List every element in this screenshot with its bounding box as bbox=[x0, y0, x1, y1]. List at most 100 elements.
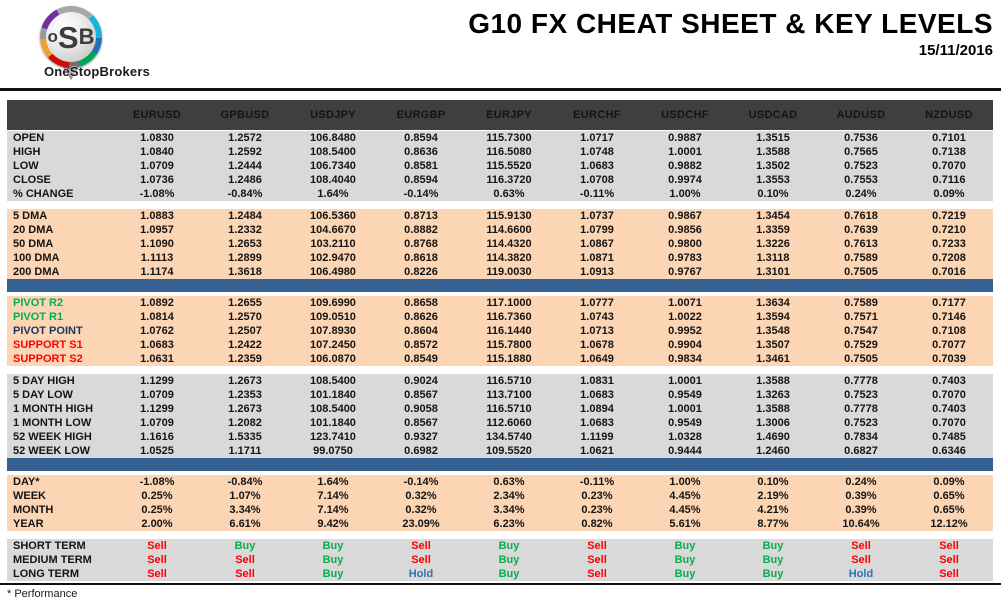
footer: * Performance bbox=[0, 583, 1001, 600]
table-cell: 1.0001 bbox=[668, 146, 702, 158]
table-cell: 1.2899 bbox=[228, 252, 262, 264]
table-cell: 7.14% bbox=[317, 490, 349, 502]
table-cell: 0.9767 bbox=[668, 266, 702, 278]
table-cell: 1.0525 bbox=[140, 445, 174, 457]
table-cell: 1.3553 bbox=[756, 174, 790, 186]
table-cell: 0.8713 bbox=[404, 210, 438, 222]
row-label: SHORT TERM bbox=[13, 540, 86, 552]
table-row: PIVOT R1 1.0814 1.2570 109.0510 0.8626 116.73… bbox=[7, 310, 993, 324]
table-cell: 0.9882 bbox=[668, 160, 702, 172]
table-cell: 106.0870 bbox=[310, 353, 356, 365]
column-header: GPBUSD bbox=[220, 109, 270, 121]
table-cell: 0.7233 bbox=[932, 238, 966, 250]
table-cell: 0.7177 bbox=[932, 297, 966, 309]
table-cell: 1.0328 bbox=[668, 431, 702, 443]
table-cell: 0.8604 bbox=[404, 325, 438, 337]
table-cell: 0.7146 bbox=[932, 311, 966, 323]
table-cell: 106.7340 bbox=[310, 160, 356, 172]
row-label: 52 WEEK HIGH bbox=[13, 431, 92, 443]
table-cell: Hold bbox=[408, 568, 434, 580]
table-cell: 134.5740 bbox=[486, 431, 532, 443]
table-cell: 103.2110 bbox=[310, 238, 356, 250]
table-cell: 0.7505 bbox=[844, 266, 878, 278]
table-row: PIVOT POINT 1.0762 1.2507 107.8930 0.8604 116… bbox=[7, 324, 993, 338]
table-cell: 1.2484 bbox=[228, 210, 262, 222]
table-cell: 1.0709 bbox=[140, 417, 174, 429]
table-cell: 1.2572 bbox=[228, 132, 262, 144]
table-cell: 115.7300 bbox=[486, 132, 532, 144]
table-cell: 1.2422 bbox=[228, 339, 262, 351]
table-cell: 0.09% bbox=[933, 188, 965, 200]
table-cell: 0.9549 bbox=[668, 417, 702, 429]
row-label: PIVOT R2 bbox=[13, 297, 64, 309]
row-label: SUPPORT S2 bbox=[13, 353, 83, 365]
table-cell: 0.7070 bbox=[932, 417, 966, 429]
row-label: LOW bbox=[13, 160, 39, 172]
table-cell: -0.11% bbox=[579, 188, 615, 200]
table-row: 100 DMA 1.1113 1.2899 102.9470 0.8618 114.382… bbox=[7, 251, 993, 265]
table-cell: 5.61% bbox=[669, 518, 701, 530]
table-cell: 99.0750 bbox=[313, 445, 353, 457]
table-cell: 1.1199 bbox=[580, 431, 614, 443]
table-cell: 113.7100 bbox=[486, 389, 532, 401]
table-cell: 7.14% bbox=[317, 504, 349, 516]
table-cell: 0.8626 bbox=[404, 311, 438, 323]
table-cell: 0.8581 bbox=[404, 160, 438, 172]
table-cell: 1.2486 bbox=[228, 174, 262, 186]
row-label: MEDIUM TERM bbox=[13, 554, 92, 566]
table-cell: 107.8930 bbox=[310, 325, 356, 337]
table-cell: 0.7039 bbox=[932, 353, 966, 365]
table-cell: 1.3588 bbox=[756, 146, 790, 158]
table-cell: 0.8658 bbox=[404, 297, 438, 309]
row-label: 200 DMA bbox=[13, 266, 60, 278]
table-cell: Buy bbox=[674, 568, 696, 580]
table-cell: Buy bbox=[498, 554, 520, 566]
table-cell: 1.0799 bbox=[580, 224, 614, 236]
header-spacer bbox=[7, 100, 113, 130]
table-cell: 1.0001 bbox=[668, 403, 702, 415]
table-cell: 1.1113 bbox=[140, 252, 174, 264]
table-cell: 0.09% bbox=[933, 476, 965, 488]
table-row: 5 DAY LOW 1.0709 1.2353 101.1840 0.8567 113.7… bbox=[7, 388, 993, 402]
table-cell: 1.0762 bbox=[140, 325, 174, 337]
row-label: CLOSE bbox=[13, 174, 51, 186]
table-cell: 0.8567 bbox=[404, 389, 438, 401]
table-cell: -0.84% bbox=[227, 476, 263, 488]
table-row: OPEN 1.0830 1.2572 106.8480 0.8594 115.7300 1.… bbox=[7, 131, 993, 145]
table-cell: 1.64% bbox=[317, 476, 349, 488]
column-header: EURGBP bbox=[396, 109, 446, 121]
row-label: 52 WEEK LOW bbox=[13, 445, 91, 457]
table-cell: 0.9974 bbox=[668, 174, 702, 186]
table-cell: 1.3006 bbox=[756, 417, 790, 429]
table-cell: 0.24% bbox=[845, 476, 877, 488]
table-cell: Sell bbox=[235, 554, 255, 566]
column-header: USDCHF bbox=[661, 109, 709, 121]
table-cell: 0.7536 bbox=[844, 132, 878, 144]
table-cell: 0.8636 bbox=[404, 146, 438, 158]
table-cell: 1.5335 bbox=[228, 431, 262, 443]
table-cell: 0.7108 bbox=[932, 325, 966, 337]
row-label: 5 DAY LOW bbox=[13, 389, 73, 401]
table-cell: 1.0743 bbox=[580, 311, 614, 323]
table-cell: 1.0713 bbox=[580, 325, 614, 337]
table-cell: 0.24% bbox=[845, 188, 877, 200]
table-cell: 0.63% bbox=[493, 188, 525, 200]
table-cell: 0.7403 bbox=[932, 403, 966, 415]
table-cell: 0.23% bbox=[581, 504, 613, 516]
table-cell: 1.0022 bbox=[668, 311, 702, 323]
table-cell: -0.84% bbox=[227, 188, 263, 200]
table-cell: 106.5360 bbox=[310, 210, 356, 222]
table-cell: 0.7571 bbox=[844, 311, 878, 323]
table-row: SUPPORT S2 1.0631 1.2359 106.0870 0.8549 115.… bbox=[7, 352, 993, 366]
table-cell: 116.5080 bbox=[486, 146, 532, 158]
table-cell: 0.9549 bbox=[668, 389, 702, 401]
table-cell: 0.23% bbox=[581, 490, 613, 502]
table-cell: 1.0894 bbox=[580, 403, 614, 415]
table-cell: 1.4690 bbox=[756, 431, 790, 443]
column-header-row: EURUSD GPBUSD USDJPY EURGBP EURJPY EURCHF USDC… bbox=[7, 100, 993, 130]
row-label: % CHANGE bbox=[13, 188, 74, 200]
header-divider-line bbox=[0, 88, 1001, 91]
table-cell: 1.1711 bbox=[228, 445, 262, 457]
table-cell: 1.3263 bbox=[756, 389, 790, 401]
section-signals: SHORT TERM Sell Buy Buy Sell Buy Sell Buy Buy Sel… bbox=[7, 539, 993, 581]
